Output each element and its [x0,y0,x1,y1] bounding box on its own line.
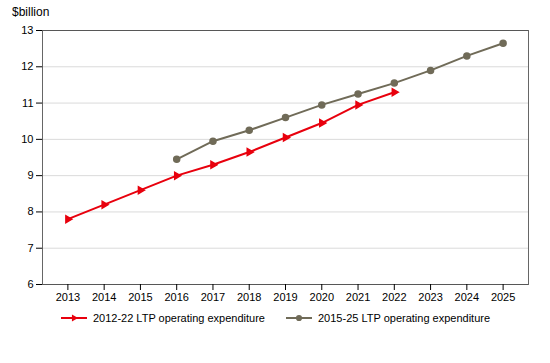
svg-text:2023: 2023 [418,291,442,303]
svg-text:2015: 2015 [128,291,152,303]
html-text:2012-22 LTP operating expendit: 2012-22 LTP operating expenditure [92,312,265,324]
html-text:$billion: $billion [12,5,50,19]
svg-text:13: 13 [21,24,33,36]
svg-text:2025: 2025 [491,291,515,303]
svg-text:12: 12 [21,60,33,72]
svg-text:11: 11 [22,97,33,109]
svg-text:10: 10 [21,133,33,145]
svg-text:2022: 2022 [382,291,406,303]
svg-text:2016: 2016 [164,291,188,303]
svg-text:2013: 2013 [56,291,80,303]
svg-text:9: 9 [27,169,33,181]
svg-text:8: 8 [27,205,33,217]
svg-text:2018: 2018 [237,291,261,303]
svg-text:7: 7 [27,242,33,254]
html-text:2015-25 LTP operating expendit: 2015-25 LTP operating expenditure [318,312,491,324]
svg-text:2014: 2014 [92,291,116,303]
svg-text:2019: 2019 [273,291,297,303]
svg-text:2021: 2021 [346,291,370,303]
svg-text:2017: 2017 [201,291,225,303]
svg-text:2020: 2020 [310,291,334,303]
svg-text:2024: 2024 [455,291,479,303]
svg-text:6: 6 [27,278,33,290]
